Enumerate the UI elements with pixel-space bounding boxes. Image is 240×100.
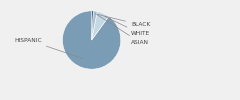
Text: BLACK: BLACK: [95, 14, 150, 27]
Wedge shape: [92, 11, 93, 40]
Wedge shape: [92, 11, 109, 40]
Wedge shape: [62, 11, 121, 69]
Wedge shape: [92, 11, 97, 40]
Text: WHITE: WHITE: [105, 17, 150, 36]
Text: ASIAN: ASIAN: [97, 15, 149, 45]
Text: HISPANIC: HISPANIC: [14, 38, 83, 58]
